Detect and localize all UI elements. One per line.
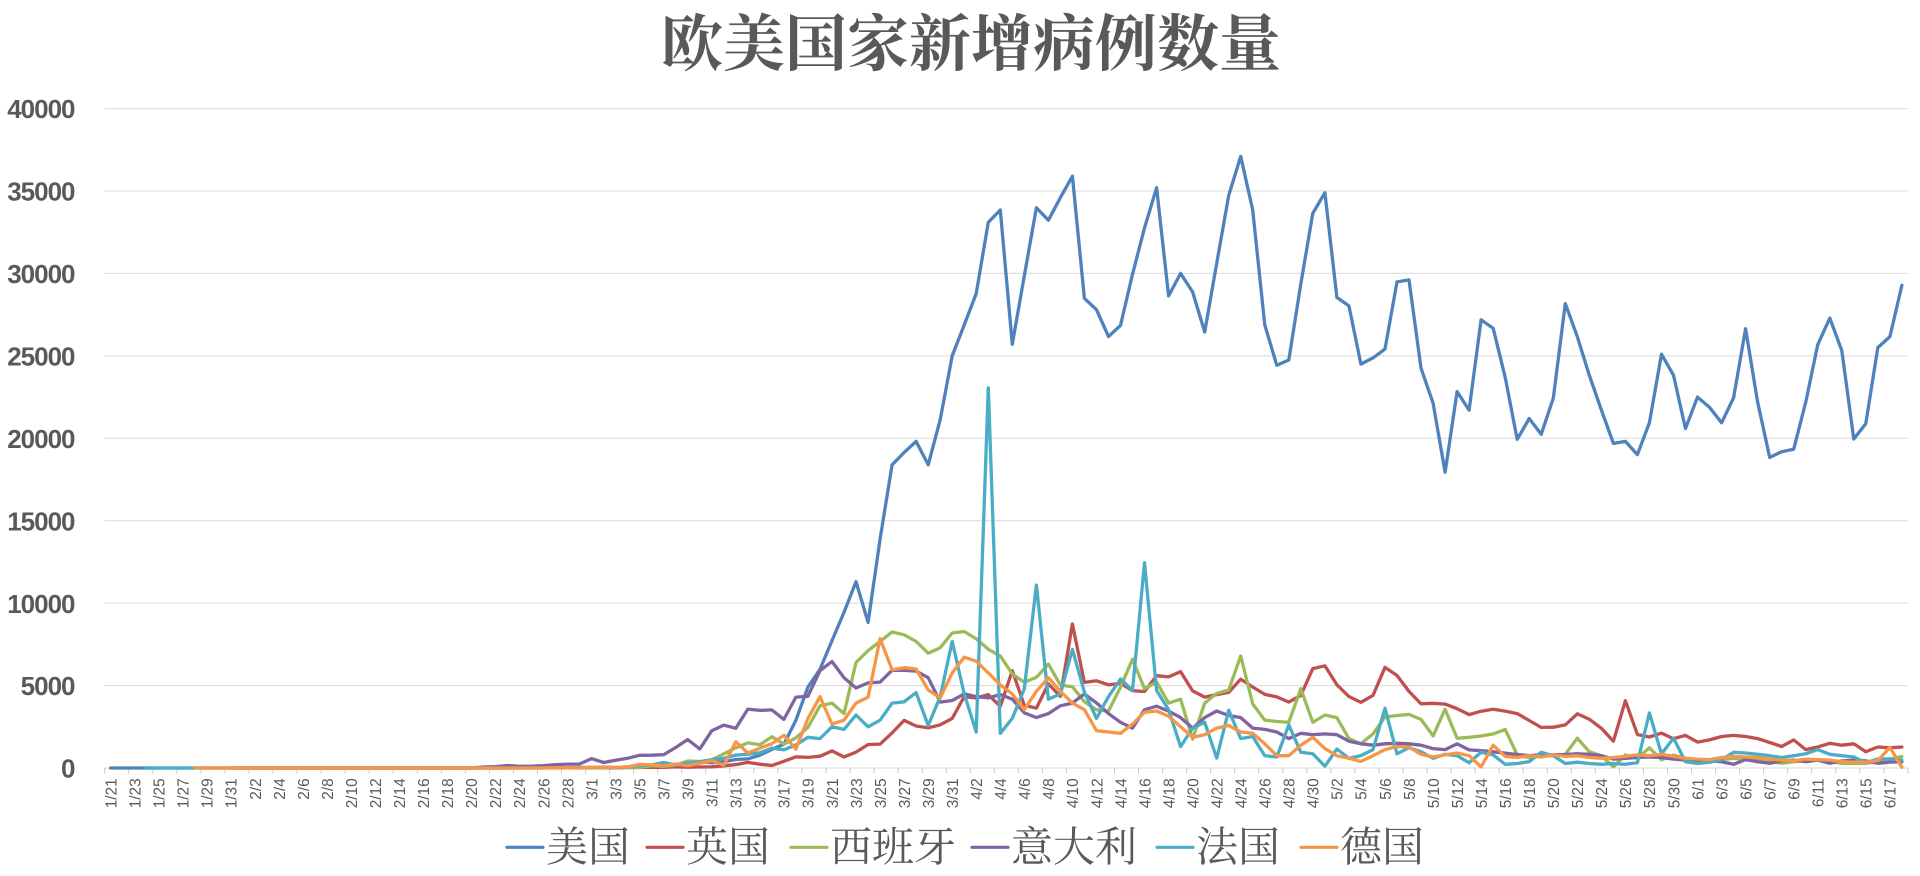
svg-text:2/28: 2/28 <box>560 778 577 808</box>
svg-text:40000: 40000 <box>7 94 75 124</box>
svg-text:5/22: 5/22 <box>1570 778 1587 808</box>
svg-text:2/14: 2/14 <box>392 778 409 808</box>
svg-text:15000: 15000 <box>7 506 75 536</box>
svg-text:2/8: 2/8 <box>320 778 337 799</box>
svg-text:5/20: 5/20 <box>1546 778 1563 808</box>
svg-text:5/2: 5/2 <box>1330 778 1347 799</box>
svg-text:4/16: 4/16 <box>1137 778 1154 808</box>
svg-text:3/17: 3/17 <box>777 778 794 808</box>
svg-text:6/9: 6/9 <box>1787 778 1804 799</box>
svg-text:5/12: 5/12 <box>1450 778 1467 808</box>
svg-text:5/4: 5/4 <box>1354 778 1371 800</box>
svg-text:1/31: 1/31 <box>224 778 241 808</box>
svg-text:20000: 20000 <box>7 424 75 454</box>
svg-text:4/22: 4/22 <box>1210 778 1227 808</box>
svg-text:5/28: 5/28 <box>1642 778 1659 808</box>
svg-text:4/18: 4/18 <box>1161 778 1178 808</box>
svg-text:6/1: 6/1 <box>1690 778 1707 799</box>
svg-text:5/30: 5/30 <box>1666 778 1683 808</box>
svg-text:3/3: 3/3 <box>608 778 625 799</box>
svg-text:3/7: 3/7 <box>657 778 674 799</box>
svg-text:4/8: 4/8 <box>1041 778 1058 799</box>
svg-text:5/26: 5/26 <box>1618 778 1635 808</box>
svg-text:2/24: 2/24 <box>512 778 529 808</box>
svg-text:0: 0 <box>61 754 75 784</box>
svg-text:25000: 25000 <box>7 342 75 372</box>
svg-text:2/22: 2/22 <box>488 778 505 808</box>
svg-text:10000: 10000 <box>7 589 75 619</box>
svg-text:4/20: 4/20 <box>1185 778 1202 808</box>
svg-text:2/2: 2/2 <box>248 778 265 799</box>
svg-text:3/29: 3/29 <box>921 778 938 808</box>
svg-text:6/11: 6/11 <box>1811 778 1828 807</box>
svg-text:2/16: 2/16 <box>416 778 433 808</box>
svg-text:3/5: 3/5 <box>632 778 649 799</box>
svg-text:35000: 35000 <box>7 177 75 207</box>
svg-text:1/21: 1/21 <box>104 778 121 808</box>
svg-text:6/7: 6/7 <box>1763 778 1780 799</box>
svg-text:5/8: 5/8 <box>1402 778 1419 799</box>
svg-text:5/16: 5/16 <box>1498 778 1515 808</box>
svg-text:2/10: 2/10 <box>344 778 361 808</box>
svg-text:5/24: 5/24 <box>1594 778 1611 808</box>
svg-text:6/5: 6/5 <box>1738 778 1755 799</box>
svg-text:3/21: 3/21 <box>825 778 842 808</box>
svg-text:3/1: 3/1 <box>584 778 601 799</box>
svg-text:3/19: 3/19 <box>801 778 818 808</box>
svg-text:6/13: 6/13 <box>1835 778 1852 808</box>
svg-text:3/31: 3/31 <box>945 778 962 808</box>
svg-text:3/11: 3/11 <box>705 778 722 807</box>
svg-text:5/14: 5/14 <box>1474 778 1491 808</box>
svg-text:4/6: 4/6 <box>1017 778 1034 799</box>
svg-text:4/10: 4/10 <box>1065 778 1082 808</box>
svg-text:4/14: 4/14 <box>1113 778 1130 808</box>
svg-text:1/23: 1/23 <box>128 778 145 808</box>
svg-text:3/25: 3/25 <box>873 778 890 808</box>
svg-text:30000: 30000 <box>7 259 75 289</box>
svg-text:2/20: 2/20 <box>464 778 481 808</box>
svg-text:4/30: 4/30 <box>1306 778 1323 808</box>
svg-text:4/24: 4/24 <box>1234 778 1251 808</box>
svg-text:4/26: 4/26 <box>1258 778 1275 808</box>
svg-text:2/12: 2/12 <box>368 778 385 808</box>
svg-text:1/29: 1/29 <box>200 778 217 808</box>
svg-text:2/26: 2/26 <box>536 778 553 808</box>
svg-text:2/4: 2/4 <box>272 778 289 800</box>
svg-text:4/28: 4/28 <box>1282 778 1299 808</box>
svg-text:5000: 5000 <box>21 671 75 701</box>
svg-text:3/9: 3/9 <box>681 778 698 799</box>
svg-text:3/23: 3/23 <box>849 778 866 808</box>
svg-text:5/18: 5/18 <box>1522 778 1539 808</box>
svg-text:2/6: 2/6 <box>296 778 313 799</box>
svg-text:2/18: 2/18 <box>440 778 457 808</box>
svg-text:6/15: 6/15 <box>1859 778 1876 808</box>
svg-text:3/15: 3/15 <box>753 778 770 808</box>
svg-text:3/27: 3/27 <box>897 778 914 808</box>
svg-text:6/3: 6/3 <box>1714 778 1731 799</box>
svg-text:4/12: 4/12 <box>1089 778 1106 808</box>
svg-text:5/10: 5/10 <box>1426 778 1443 808</box>
svg-text:1/27: 1/27 <box>176 778 193 808</box>
svg-text:5/6: 5/6 <box>1378 778 1395 799</box>
svg-text:6/17: 6/17 <box>1883 778 1900 808</box>
svg-text:4/4: 4/4 <box>993 778 1010 800</box>
svg-text:1/25: 1/25 <box>152 778 169 808</box>
svg-text:4/2: 4/2 <box>969 778 986 799</box>
svg-text:3/13: 3/13 <box>729 778 746 808</box>
